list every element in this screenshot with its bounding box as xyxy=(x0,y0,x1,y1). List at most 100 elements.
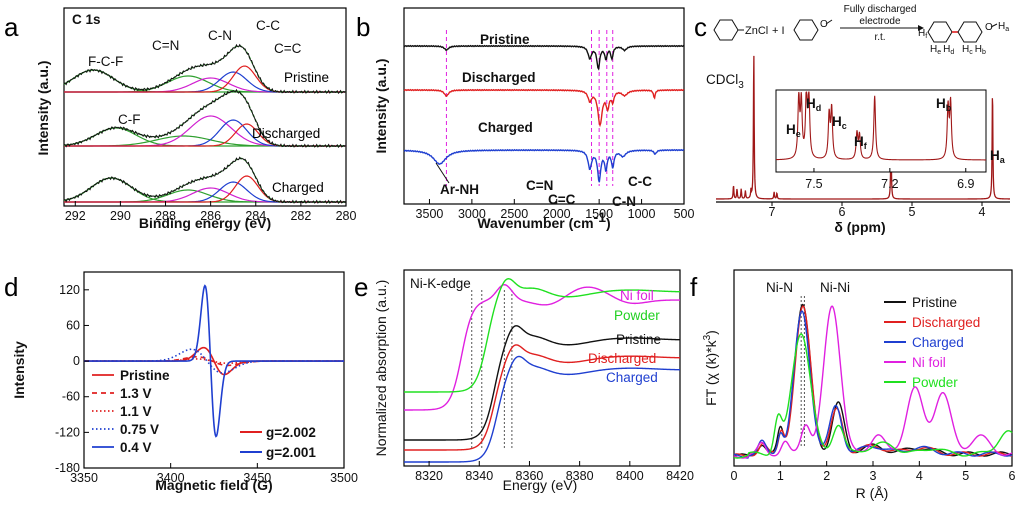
panel-label-a: a xyxy=(4,12,19,42)
arrow-ar-nh xyxy=(435,162,450,184)
annotation-c-eq-n-b: C=N xyxy=(526,178,553,193)
f-legend-label-3: Ni foil xyxy=(912,355,946,370)
d-y-tick-label--60: -60 xyxy=(62,390,80,404)
b-x-tick-label-2500: 2500 xyxy=(500,207,528,221)
panel-label-d: d xyxy=(4,272,18,302)
e-x-tick-label-8380: 8380 xyxy=(566,469,594,483)
epr-curve-0-75-v xyxy=(84,348,344,374)
x-axis-label-d: Magnetic field (G) xyxy=(155,477,272,493)
raw-spectrum-pristine xyxy=(63,43,347,94)
nmr-main-spectrum xyxy=(716,55,1010,200)
y-axis-label-a: Intensity (a.u.) xyxy=(35,61,51,156)
plot-frame-e xyxy=(403,269,681,467)
peak-label-hd: Hd xyxy=(806,96,821,113)
e-x-tick-label-8400: 8400 xyxy=(616,469,644,483)
series-label-charged-e: Charged xyxy=(606,370,658,385)
f-x-tick-label-3: 3 xyxy=(870,469,877,483)
f-legend-label-0: Pristine xyxy=(912,295,957,310)
inset-ticks: 7.5 7.2 6.9 xyxy=(805,168,974,191)
panel-label-b: b xyxy=(356,12,370,42)
epr-curves xyxy=(84,284,344,438)
y-axis-label-e: Normalized absorption (a.u.) xyxy=(373,280,389,457)
peak-label-hb: Hb xyxy=(936,96,952,113)
b-x-tick-label-500: 500 xyxy=(674,207,695,221)
product-h-e-d: He Hd xyxy=(930,44,954,56)
b-x-tick-label-1500: 1500 xyxy=(585,207,613,221)
panel-f: f 0 1 2 3 4 5 6 Ni-N Ni-Ni Pristine Discharged C… xyxy=(690,269,1016,501)
inset-tick-label-7.2: 7.2 xyxy=(881,177,898,191)
inset-tick-label-6.9: 6.9 xyxy=(957,177,974,191)
d-x-tick-label-3400: 3400 xyxy=(157,471,185,485)
f-legend-label-4: Powder xyxy=(912,375,958,390)
y-axis-label-b: Intensity (a.u.) xyxy=(373,59,389,154)
c-x-tick-label-7: 7 xyxy=(769,205,776,219)
product-ring-1 xyxy=(927,21,953,43)
legend-label-3: 0.75 V xyxy=(120,422,159,437)
a-x-tick-label-284: 284 xyxy=(245,209,266,223)
f-legend-label-1: Discharged xyxy=(912,315,980,330)
xanes-curve-ni-foil xyxy=(404,284,680,411)
legend-d: Pristine 1.3 V 1.1 V 0.75 V 0.4 V xyxy=(92,368,170,455)
x-ticks-c: 7 6 5 4 xyxy=(769,202,986,219)
f-x-tick-label-2: 2 xyxy=(823,469,830,483)
x-axis-label-c: δ (ppm) xyxy=(834,219,885,235)
y-axis-label-f: FT (χ (k)*k3) xyxy=(702,330,719,406)
x-ticks-e: 8320 8340 8360 8380 8400 8420 xyxy=(415,461,694,483)
y-ticks-d: 120 60 0 -60 -120 -180 xyxy=(55,283,89,475)
series-label-pristine-b: Pristine xyxy=(480,32,530,47)
nmr-main-trace xyxy=(716,55,1010,200)
raw-spectrum-charged xyxy=(63,156,347,204)
series-label-powder-e: Powder xyxy=(614,308,660,323)
e-x-tick-label-8340: 8340 xyxy=(465,469,493,483)
panel-d: d 3350 3400 3450 3500 120 60 0 -60 -120 -180 Pri… xyxy=(4,271,358,493)
reaction-arrowhead xyxy=(918,25,924,31)
g-label-red: g=2.002 xyxy=(266,425,316,440)
x-axis-label-b: Wavenumber (cm-1) xyxy=(477,209,610,231)
f-x-tick-label-6: 6 xyxy=(1009,469,1016,483)
plot-frame-a xyxy=(63,7,347,207)
ftir-curve-discharged xyxy=(403,88,685,128)
f-x-tick-label-5: 5 xyxy=(962,469,969,483)
annotation-c-f: C-F xyxy=(118,112,141,127)
d-y-tick-label-60: 60 xyxy=(66,318,80,332)
d-y-tick-label--120: -120 xyxy=(55,425,80,439)
inset-tick-label-7.5: 7.5 xyxy=(805,177,822,191)
panel-b: b 3500 3000 2500 2000 1500 1000 500 Pristine D… xyxy=(356,7,695,231)
legend-label-4: 0.4 V xyxy=(120,440,152,455)
xanes-curve-pristine xyxy=(404,325,681,441)
nmr-inset-trace xyxy=(775,91,986,161)
x-ticks-d: 3350 3400 3450 3500 xyxy=(70,463,358,485)
ftir-curves xyxy=(403,44,685,183)
legend-label-2: 1.1 V xyxy=(120,404,152,419)
product-methyl-bond xyxy=(990,23,998,28)
curve-label-discharged: Discharged xyxy=(252,126,320,141)
plot-frame-d xyxy=(83,271,345,469)
panel-c: c ZnCl + I O Fully discharged electrode … xyxy=(694,4,1010,235)
x-axis-label-e: Energy (eV) xyxy=(503,477,578,493)
d-y-tick-label-120: 120 xyxy=(59,283,80,297)
f-legend-label-2: Charged xyxy=(912,335,964,350)
series-label-discharged-e: Discharged xyxy=(588,351,656,366)
e-x-tick-label-8420: 8420 xyxy=(666,469,694,483)
annotation-ni-n: Ni-N xyxy=(766,280,793,295)
x-ticks-b: 3500 3000 2500 2000 1500 1000 500 xyxy=(416,199,695,221)
d-y-tick-label--180: -180 xyxy=(55,461,80,475)
d-x-tick-label-3450: 3450 xyxy=(243,471,271,485)
xps-curves xyxy=(63,43,347,204)
legend-label-1: 1.3 V xyxy=(120,386,152,401)
f-x-tick-label-4: 4 xyxy=(916,469,923,483)
benzene-ring-2 xyxy=(793,19,819,41)
e-x-tick-label-8320: 8320 xyxy=(415,469,443,483)
exafs-curve-ni-foil xyxy=(733,305,1013,459)
series-label-discharged-b: Discharged xyxy=(462,70,536,85)
arrow-text-2: electrode xyxy=(859,16,901,27)
annotation-ni-ni: Ni-Ni xyxy=(820,280,850,295)
annotation-c-n: C-N xyxy=(208,28,232,43)
nmr-inset-spectrum xyxy=(775,91,986,161)
curve-label-pristine: Pristine xyxy=(284,70,329,85)
methyl-bond xyxy=(825,19,833,25)
y-axis-label-d: Intensity xyxy=(11,341,27,399)
exafs-curve-powder xyxy=(733,333,1013,459)
annotation-f-c-f: F-C-F xyxy=(88,54,123,69)
